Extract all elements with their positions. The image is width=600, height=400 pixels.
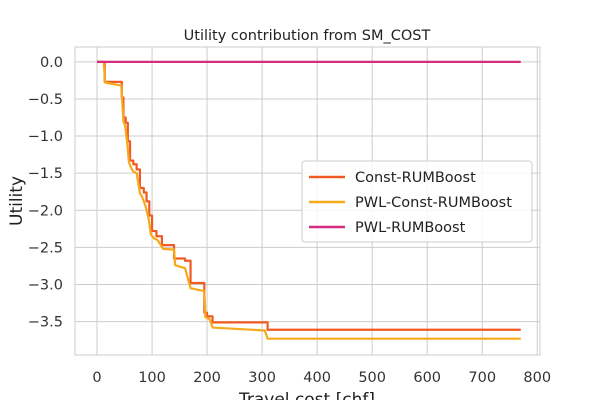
x-tick-label: 300 [248,370,276,386]
y-axis-label: Utility [7,176,27,226]
x-tick-label: 200 [193,370,221,386]
x-tick-label: 600 [413,370,441,386]
y-tick-labels: 0.0 −0.5 −1.0 −1.5 −2.0 −2.5 −3.0 −3.5 [28,55,63,331]
series-line-1 [97,60,521,340]
x-tick-labels: 0 100 200 300 400 500 600 700 800 [92,370,551,386]
chart-title: Utility contribution from SM_COST [184,28,431,44]
x-tick-label: 0 [92,370,101,386]
legend-box [301,160,533,243]
y-tick-label: −3.0 [28,277,63,293]
x-axis-label: Travel cost [chf] [238,390,375,400]
x-tick-label: 800 [523,370,551,386]
legend-label-1: PWL-Const-RUMBoost [355,195,512,211]
x-tick-label: 400 [303,370,331,386]
legend-label-2: PWL-RUMBoost [355,220,466,236]
x-tick-label: 500 [358,370,386,386]
x-tick-label: 100 [138,370,166,386]
series-layer [97,60,521,340]
y-tick-label: −1.5 [28,166,63,182]
y-tick-label: −3.5 [28,315,63,331]
legend: Const-RUMBoost PWL-Const-RUMBoost PWL-RUMB… [301,160,533,243]
y-tick-label: 0.0 [40,55,63,71]
legend-label-0: Const-RUMBoost [355,170,476,186]
y-tick-label: −2.0 [28,203,63,219]
plot-frame [74,46,541,356]
x-tick-label: 700 [468,370,496,386]
y-tick-label: −0.5 [28,92,63,108]
y-tick-label: −1.0 [28,129,63,145]
y-tick-label: −2.5 [28,240,63,256]
